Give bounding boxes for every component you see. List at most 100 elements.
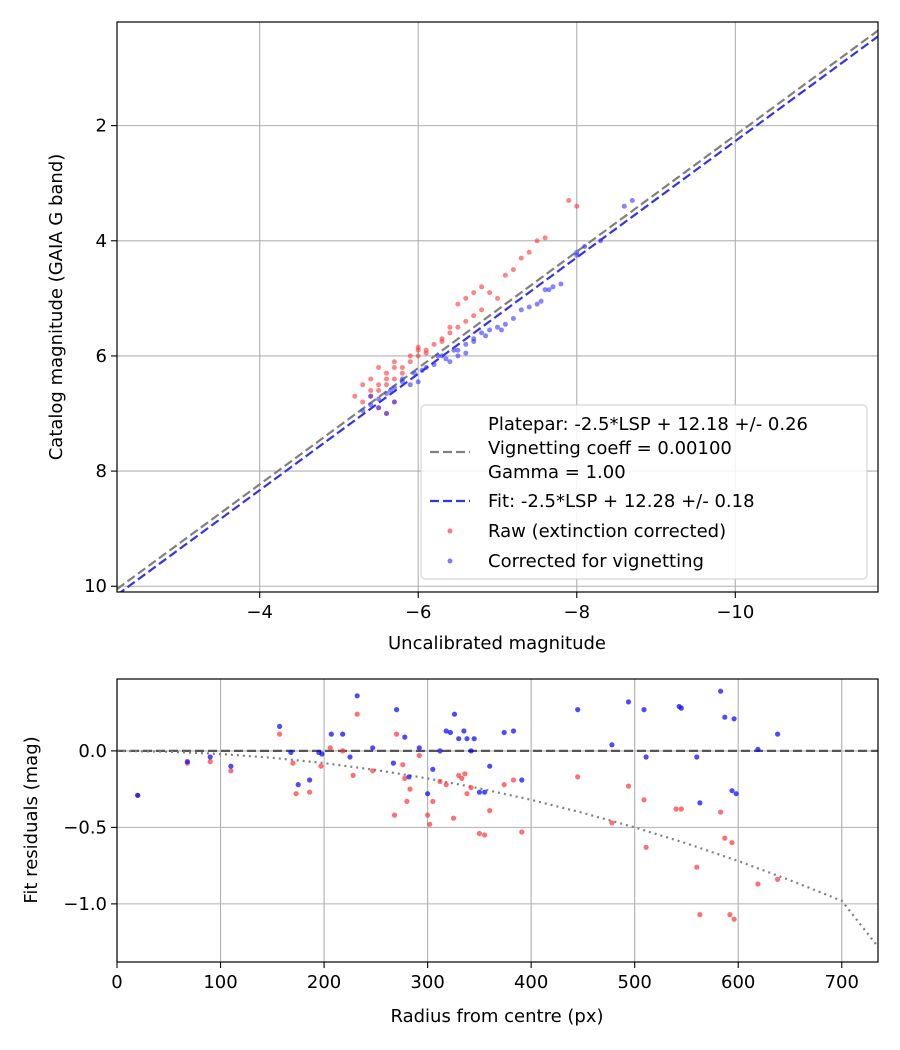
- b-raw-point: [575, 774, 581, 780]
- t-corrected-point: [502, 321, 508, 327]
- t-corrected-point: [423, 365, 429, 370]
- b-corrected-point: [678, 705, 684, 711]
- b-corrected-point: [464, 736, 470, 742]
- b-corrected-point: [461, 728, 467, 734]
- t-corrected-point: [463, 350, 469, 356]
- b-corrected-point: [643, 754, 649, 760]
- t-raw-point: [376, 365, 382, 370]
- b-raw-point: [340, 748, 346, 754]
- b-x-tick-label: 500: [618, 972, 652, 993]
- b-corrected-point: [451, 711, 458, 717]
- calibration-plot-frame: [116, 21, 879, 593]
- b-raw-point: [501, 782, 507, 788]
- b-raw-point: [462, 771, 468, 777]
- t-raw-point: [479, 307, 485, 313]
- t-corrected-point: [360, 408, 366, 414]
- b-corrected-point: [340, 731, 346, 737]
- b-raw-point: [609, 820, 615, 826]
- b-corrected-point: [694, 754, 700, 760]
- b-corrected-point: [307, 777, 313, 783]
- b-corrected-point: [402, 734, 408, 740]
- b-corrected-point: [430, 766, 436, 772]
- b-raw-point: [394, 731, 400, 737]
- b-corrected-point: [625, 699, 632, 705]
- b-x-tick-label: 700: [825, 972, 859, 993]
- t-corrected-point: [598, 238, 604, 244]
- calibration-y-axis-label: Catalog magnitude (GAIA G band): [46, 154, 67, 461]
- residuals-plot: 0 100 200 300 400 500 600 700 0.0 −0.5 −1.0 Radius…: [21, 678, 879, 1027]
- t-corrected-point: [518, 307, 524, 313]
- t-corrected-point: [574, 252, 580, 258]
- residuals-x-axis-label: Radius from centre (px): [390, 1006, 603, 1027]
- t-corrected-point: [479, 330, 485, 336]
- b-raw-point: [391, 812, 398, 818]
- t-raw-point: [439, 339, 445, 344]
- t-raw-point: [384, 376, 389, 382]
- t-corrected-point: [439, 353, 445, 359]
- b-raw-point: [277, 731, 283, 737]
- b-corrected-point: [755, 746, 761, 753]
- b-raw-point: [318, 763, 324, 769]
- b-raw-point: [625, 783, 632, 789]
- b-corrected-point: [277, 723, 283, 730]
- b-raw-point: [400, 762, 406, 768]
- b-corrected-point: [641, 707, 647, 713]
- calibration-x-axis-label: Uncalibrated magnitude: [388, 633, 606, 654]
- t-x-tick-label: −4: [246, 602, 273, 623]
- b-corrected-point: [718, 688, 724, 694]
- b-raw-point: [307, 789, 313, 795]
- t-line-platepar: [117, 29, 878, 590]
- legend-corrected-label: Corrected for vignetting: [488, 551, 704, 572]
- t-corrected-point: [463, 341, 469, 347]
- b-raw-point: [327, 745, 333, 751]
- b-y-tick-label: −1.0: [63, 894, 107, 915]
- b-raw-point: [407, 786, 413, 792]
- t-raw-point: [534, 238, 540, 244]
- b-raw-point: [416, 752, 422, 759]
- b-corrected-point: [228, 763, 234, 769]
- t-corrected-point: [526, 304, 532, 310]
- b-raw-point: [722, 835, 728, 841]
- t-raw-point: [542, 235, 548, 241]
- t-raw-point: [526, 249, 532, 255]
- b-x-tick-label: 300: [410, 972, 444, 993]
- t-x-tick-label: −10: [716, 602, 754, 623]
- b-raw-point: [350, 772, 356, 779]
- b-raw-point: [641, 797, 647, 803]
- calibration-plot: −4 −6 −8 −10 2 4 6 8 10 Uncalibrated magnitude C…: [46, 21, 879, 654]
- t-raw-point: [368, 376, 374, 382]
- t-corrected-point: [388, 388, 393, 393]
- b-raw-point: [755, 881, 761, 887]
- t-raw-point: [487, 290, 493, 296]
- b-raw-point: [510, 777, 517, 783]
- b-raw-point: [468, 785, 474, 791]
- b-corrected-point: [471, 736, 477, 742]
- t-corrected-point: [435, 353, 441, 359]
- b-x-tick-label: 200: [307, 972, 341, 993]
- t-corrected-point: [455, 347, 461, 353]
- b-corrected-point: [184, 759, 190, 765]
- t-raw-point: [431, 341, 437, 347]
- t-corrected-point: [495, 324, 500, 330]
- b-x-tick-label: 400: [514, 972, 548, 993]
- b-corrected-point: [575, 707, 581, 713]
- t-y-tick-label: 6: [96, 346, 107, 367]
- b-raw-point: [430, 798, 436, 805]
- t-raw-point: [471, 313, 477, 319]
- t-corrected-point: [415, 379, 421, 385]
- b-raw-point: [729, 840, 735, 846]
- t-raw-point: [502, 272, 508, 278]
- b-corrected-point: [456, 736, 462, 742]
- b-x-tick-label: 0: [111, 972, 122, 993]
- b-corrected-point: [328, 731, 334, 737]
- t-corrected-point: [455, 353, 461, 359]
- b-raw-point: [443, 782, 449, 788]
- b-raw-point: [354, 711, 360, 717]
- b-corrected-point: [731, 716, 737, 722]
- b-corrected-point: [733, 791, 739, 797]
- b-corrected-point: [519, 777, 525, 783]
- t-corrected-point: [431, 362, 437, 368]
- t-y-tick-label: 2: [96, 116, 107, 137]
- b-raw-point: [293, 791, 299, 797]
- t-corrected-point: [443, 356, 449, 362]
